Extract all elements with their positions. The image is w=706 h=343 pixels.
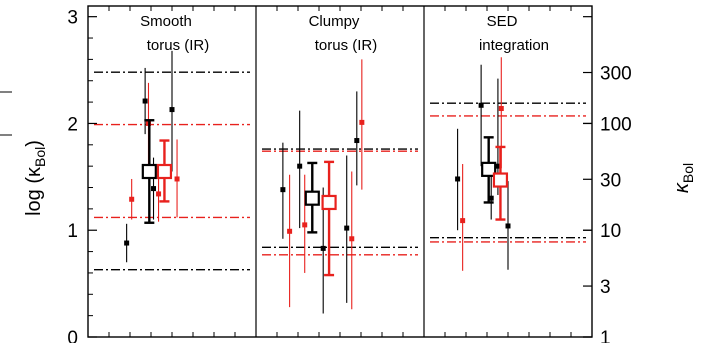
group-label: torus (IR) xyxy=(315,37,378,54)
black-data-point xyxy=(354,138,360,144)
black-data-point xyxy=(505,223,511,229)
red-data-point xyxy=(498,106,504,112)
black-mean-marker xyxy=(481,161,497,177)
group-label: torus (IR) xyxy=(147,37,210,54)
y-left-tick-label: 2 xyxy=(67,114,78,135)
black-data-point xyxy=(455,176,461,182)
red-data-point xyxy=(156,191,162,197)
y-right-tick-label: 3 xyxy=(600,277,611,298)
black-data-point xyxy=(488,195,494,201)
group-label: Clumpy xyxy=(309,13,360,30)
red-mean-marker xyxy=(492,172,509,188)
group-labels: Smooth torus (IR) Clumpy torus (IR) SED integ… xyxy=(140,13,549,54)
y-right-tick-label: 10 xyxy=(600,221,621,242)
axis-ticks: 0 1 2 3 1 3 10 30 100 300 xyxy=(67,6,632,343)
black-data-point xyxy=(280,187,286,193)
group-label: SED xyxy=(487,13,518,30)
reference-lines xyxy=(94,71,586,271)
red-data-point xyxy=(359,119,365,125)
y-right-tick-label: 100 xyxy=(600,114,632,135)
y-left-tick-label: 0 xyxy=(67,328,78,343)
black-mean-marker xyxy=(141,163,157,180)
red-data-point xyxy=(302,222,308,228)
y-right-tick-label: 300 xyxy=(600,64,632,85)
black-data-point xyxy=(297,163,303,169)
red-data-point xyxy=(349,236,355,242)
red-data-point xyxy=(287,228,293,234)
data-points xyxy=(124,50,511,314)
black-data-point xyxy=(478,102,484,108)
black-mean-marker xyxy=(304,190,320,206)
black-data-point xyxy=(151,186,157,192)
red-data-point xyxy=(174,176,180,182)
black-data-point xyxy=(169,107,175,113)
red-mean-marker xyxy=(321,194,337,211)
y-axis-right-title: κBol xyxy=(671,163,696,193)
y-left-tick-label: 3 xyxy=(67,8,78,29)
black-data-point xyxy=(495,163,501,169)
group-label: integration xyxy=(479,37,549,54)
red-data-point xyxy=(460,218,466,224)
y-right-tick-label: 30 xyxy=(600,170,621,191)
y-axis-left-title: log (κBol) xyxy=(23,140,48,216)
black-data-point xyxy=(124,240,130,246)
black-data-point xyxy=(320,245,326,251)
mean-markers xyxy=(141,119,509,277)
group-dividers xyxy=(255,6,425,337)
red-mean-marker xyxy=(156,163,173,180)
y-left-tick-label: 1 xyxy=(67,221,78,242)
group-label: Smooth xyxy=(140,13,192,30)
red-data-point xyxy=(129,196,135,202)
y-right-tick-label: 1 xyxy=(600,328,611,343)
black-data-point xyxy=(142,98,148,104)
black-data-point xyxy=(344,225,350,231)
